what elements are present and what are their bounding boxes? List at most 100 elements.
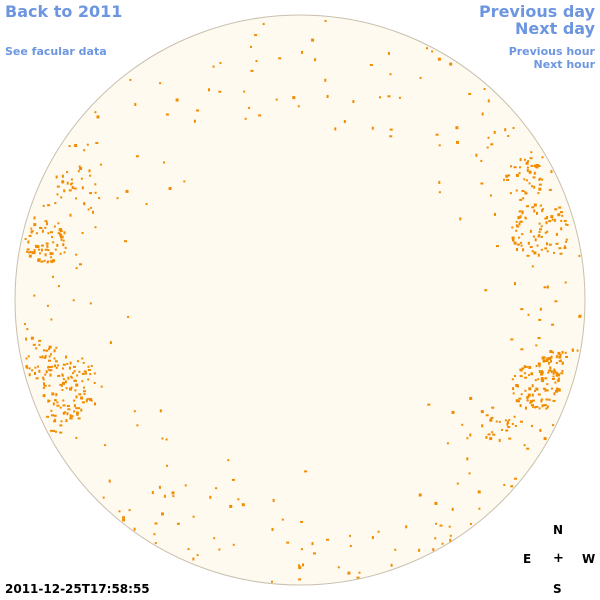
facula-speck xyxy=(54,248,57,251)
facula-speck xyxy=(541,404,544,408)
facula-speck xyxy=(298,564,301,568)
back-to-year-link[interactable]: Back to 2011 xyxy=(5,2,123,21)
facula-speck xyxy=(435,522,437,525)
facula-speck xyxy=(526,166,529,169)
facula-speck xyxy=(40,248,43,252)
facula-speck xyxy=(183,180,186,183)
facula-speck xyxy=(438,144,441,147)
facula-speck xyxy=(515,399,519,403)
facula-speck xyxy=(519,215,522,219)
facula-speck xyxy=(25,364,28,367)
facula-speck xyxy=(93,372,96,375)
facula-speck xyxy=(535,344,538,347)
facula-speck xyxy=(389,73,392,76)
facula-speck xyxy=(42,378,45,381)
facula-speck xyxy=(449,62,453,66)
facula-speck xyxy=(237,498,240,501)
facula-speck xyxy=(46,415,50,418)
compass-west-label: W xyxy=(582,552,596,566)
observation-timestamp: 2011-12-25T17:58:55 xyxy=(5,582,150,596)
facula-speck xyxy=(514,282,516,286)
facula-speck xyxy=(25,357,28,360)
facula-speck xyxy=(559,252,563,255)
next-hour-link[interactable]: Next hour xyxy=(533,58,596,71)
facula-speck xyxy=(32,343,36,346)
facula-speck xyxy=(519,198,523,201)
facula-speck xyxy=(50,429,53,432)
facula-speck xyxy=(50,231,53,234)
facula-speck xyxy=(128,509,131,512)
facula-speck xyxy=(77,360,79,363)
facula-speck xyxy=(64,411,67,414)
facula-speck xyxy=(554,300,558,303)
facula-speck xyxy=(550,170,553,174)
facula-speck xyxy=(451,410,455,414)
facula-speck xyxy=(550,359,552,363)
facula-speck xyxy=(89,302,92,305)
facula-speck xyxy=(47,260,49,263)
facula-speck xyxy=(96,115,100,119)
facula-speck xyxy=(546,357,549,361)
facula-speck xyxy=(85,372,87,375)
facula-speck xyxy=(522,197,525,200)
previous-day-link[interactable]: Previous day xyxy=(478,2,595,21)
facula-speck xyxy=(62,381,65,385)
facula-speck xyxy=(161,437,164,440)
facula-speck xyxy=(539,204,542,207)
facula-speck xyxy=(133,527,136,531)
facula-speck xyxy=(83,393,86,396)
facula-speck xyxy=(519,166,521,169)
facula-speck xyxy=(517,236,520,239)
facula-speck xyxy=(46,222,48,226)
facula-speck xyxy=(38,369,41,373)
facula-speck xyxy=(511,423,514,425)
facula-speck xyxy=(531,404,534,408)
facula-speck xyxy=(311,542,314,546)
facula-speck xyxy=(34,372,36,375)
facula-speck xyxy=(81,357,84,360)
facula-speck xyxy=(538,365,541,368)
facula-speck xyxy=(557,377,560,380)
facula-speck xyxy=(171,491,175,495)
facula-speck xyxy=(516,248,518,251)
see-facular-data-link[interactable]: See facular data xyxy=(5,45,107,58)
facula-speck xyxy=(517,216,521,220)
facula-speck xyxy=(533,251,537,255)
facula-speck xyxy=(539,428,542,432)
facula-speck xyxy=(59,230,63,232)
next-day-link[interactable]: Next day xyxy=(515,19,595,38)
facula-speck xyxy=(533,185,536,189)
facula-speck xyxy=(59,252,62,255)
facula-speck xyxy=(555,373,559,377)
facula-speck xyxy=(555,242,559,245)
facula-speck xyxy=(86,398,89,401)
facula-speck xyxy=(560,227,563,231)
facula-speck xyxy=(76,414,79,417)
facula-speck xyxy=(35,232,38,235)
facula-speck xyxy=(545,407,548,410)
facula-speck xyxy=(527,241,530,245)
facula-speck xyxy=(77,417,81,420)
facula-speck xyxy=(69,366,71,370)
facula-speck xyxy=(192,515,195,518)
facula-speck xyxy=(511,378,514,381)
facula-speck xyxy=(56,404,60,407)
facula-speck xyxy=(47,399,50,403)
facula-speck xyxy=(104,444,107,447)
previous-hour-link[interactable]: Previous hour xyxy=(508,45,595,58)
facula-speck xyxy=(477,490,481,494)
facula-speck xyxy=(281,518,284,521)
facula-speck xyxy=(528,170,532,174)
facula-speck xyxy=(67,408,71,411)
facula-speck xyxy=(88,169,91,173)
facula-speck xyxy=(533,209,536,213)
facula-speck xyxy=(504,419,507,422)
facula-speck xyxy=(551,218,554,221)
facula-speck xyxy=(538,318,542,321)
facula-speck xyxy=(86,143,89,146)
facula-speck xyxy=(47,232,50,235)
facula-speck xyxy=(492,433,496,436)
facula-speck xyxy=(99,163,102,166)
facula-speck xyxy=(565,240,568,243)
facula-speck xyxy=(546,285,549,289)
